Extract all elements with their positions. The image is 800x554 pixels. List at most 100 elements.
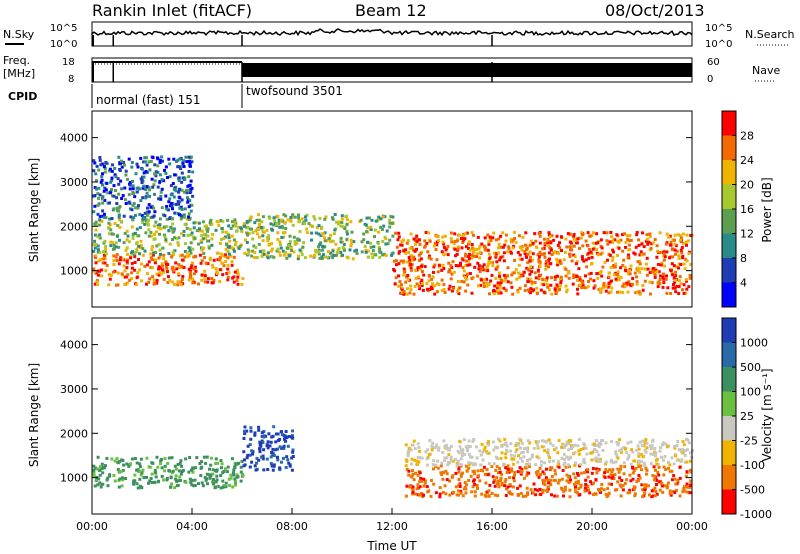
cell-2 (149, 205, 153, 209)
cell-3 (245, 241, 249, 244)
cell-0 (153, 468, 157, 472)
cell-3 (311, 225, 314, 228)
cell-0 (175, 467, 178, 471)
cell-0 (138, 470, 142, 474)
cell-0 (130, 457, 134, 461)
cell-4 (539, 288, 543, 292)
ytick-label-0: 1000 (60, 265, 88, 278)
cell-4 (523, 252, 527, 256)
cell-4 (495, 290, 499, 294)
cell-0 (226, 465, 230, 469)
cell-3 (297, 238, 301, 242)
cell-4 (509, 238, 513, 242)
cell-2 (183, 177, 187, 181)
cell-4 (580, 286, 584, 289)
cell-2 (600, 487, 603, 491)
cell-2 (560, 477, 564, 481)
cell-3 (260, 220, 264, 224)
cell-3 (247, 232, 251, 235)
cell-4 (524, 254, 528, 258)
velocity-xlabel: Time UT (366, 539, 417, 553)
cell-4 (478, 244, 482, 248)
cell-4 (687, 285, 691, 289)
cell-4 (446, 244, 450, 248)
cell-0 (147, 280, 151, 284)
cell-1 (112, 243, 116, 247)
cell-3 (467, 463, 471, 467)
cell-4 (464, 277, 468, 281)
cell-3 (319, 241, 323, 245)
cell-4 (436, 282, 439, 286)
cell-2 (528, 465, 531, 468)
cell-4 (534, 239, 538, 243)
cell-3 (616, 443, 620, 447)
cell-2 (596, 469, 600, 473)
cell-1 (271, 447, 275, 451)
cell-0 (98, 465, 102, 469)
cell-4 (674, 270, 678, 274)
cell-2 (103, 170, 107, 174)
cell-3 (618, 438, 621, 442)
cell-2 (99, 163, 103, 167)
cell-4 (656, 249, 659, 253)
cell-0 (125, 260, 129, 264)
cell-0 (122, 264, 126, 268)
cell-2 (415, 487, 419, 491)
cell-1 (232, 249, 236, 253)
cell-0 (184, 480, 188, 484)
cell-0 (145, 282, 148, 286)
cell-3 (329, 240, 333, 244)
cell-4 (549, 241, 553, 245)
cell-4 (526, 280, 530, 284)
cell-2 (177, 190, 181, 194)
cell-2 (92, 159, 96, 163)
cell-1 (203, 224, 207, 228)
cell-4 (488, 235, 492, 239)
cell-3 (276, 237, 280, 241)
cell-3 (409, 448, 413, 452)
cell-2 (139, 199, 143, 203)
cell-2 (136, 204, 140, 208)
cell-1 (206, 227, 210, 231)
cell-4 (679, 248, 683, 252)
cell-0 (125, 281, 129, 285)
cell-2 (564, 465, 568, 469)
cell-3 (364, 248, 368, 252)
cell-4 (617, 246, 621, 250)
cell-4 (653, 266, 657, 270)
ytick-label-1: 2000 (60, 220, 88, 233)
cell-0 (177, 469, 181, 473)
cell-2 (432, 482, 436, 486)
cell-3 (616, 456, 620, 460)
cell-2 (189, 209, 193, 213)
cell-1 (113, 222, 117, 225)
cell-4 (658, 251, 662, 254)
cell-4 (407, 251, 411, 254)
cell-0 (140, 262, 143, 266)
cell-0 (221, 273, 225, 277)
cell-4 (450, 289, 454, 293)
cell-3 (253, 221, 257, 225)
cell-2 (124, 198, 127, 202)
cell-3 (530, 453, 534, 457)
cell-3 (565, 442, 569, 446)
cell-2 (163, 168, 166, 172)
cell-4 (499, 255, 503, 259)
cell-2 (411, 472, 415, 476)
cell-0 (191, 281, 195, 285)
cell-0 (206, 277, 210, 281)
cell-4 (509, 250, 513, 254)
cell-2 (97, 186, 101, 190)
cell-1 (151, 251, 155, 255)
cell-2 (153, 210, 157, 214)
cell-3 (413, 458, 417, 462)
cell-4 (423, 239, 427, 243)
cell-3 (278, 240, 282, 244)
cell-0 (227, 271, 231, 275)
cell-2 (454, 485, 458, 489)
cell-4 (470, 243, 474, 246)
cell-0 (108, 277, 112, 281)
cell-4 (504, 239, 508, 243)
cell-4 (575, 260, 579, 264)
cell-0 (99, 257, 103, 261)
